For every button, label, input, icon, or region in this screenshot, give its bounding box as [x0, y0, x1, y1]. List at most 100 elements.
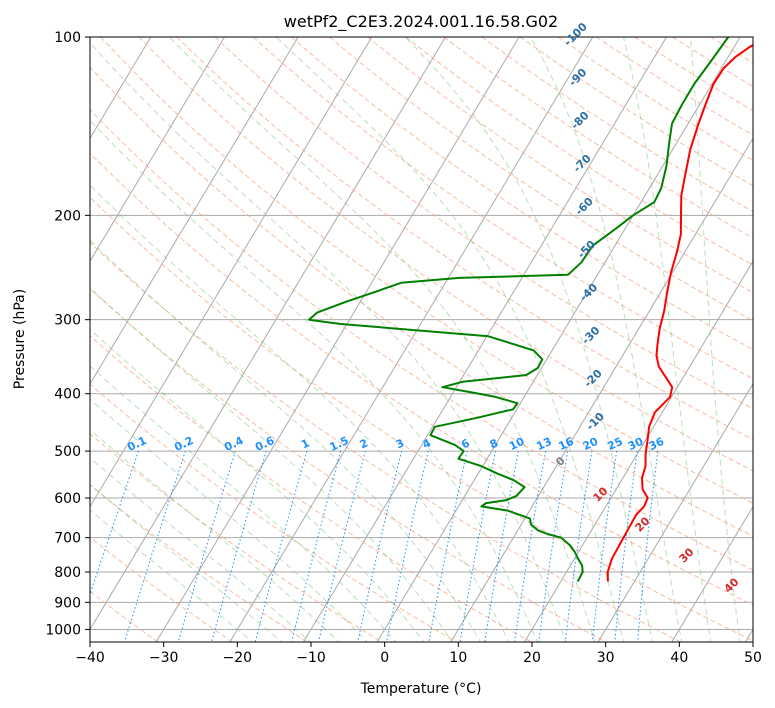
y-tick-label: 100: [54, 30, 81, 46]
dry-adiabat-line: [90, 536, 234, 642]
background-lines: [0, 37, 753, 644]
plot-frame: [89, 36, 754, 643]
mixing-ratio-line: [538, 451, 569, 642]
isotherm-line: [229, 37, 594, 642]
y-tick-label: 800: [54, 565, 81, 581]
mixing-ratio-line: [177, 450, 236, 642]
mixing-ratio-label: 20: [581, 435, 601, 453]
moist-adiabat-line: [690, 37, 741, 642]
mixing-ratio-label: 8: [488, 436, 500, 451]
moist-adiabat-line: [90, 184, 510, 642]
dry-adiabat-label: -60: [573, 195, 596, 218]
mixing-ratio-line: [357, 450, 402, 642]
mixing-ratio-line: [514, 451, 547, 642]
chart-title: wetPf2_C2E3.2024.001.16.58.G02: [284, 12, 558, 32]
dry-adiabat-line: [90, 590, 159, 642]
moist-adiabat-line: [622, 37, 712, 642]
mixing-ratio-line: [210, 450, 267, 642]
moist-adiabat-line: [90, 398, 368, 642]
mixing-ratio-line: [123, 450, 186, 642]
mixing-ratio-label: 2: [358, 436, 370, 451]
data-series: [308, 37, 753, 582]
moist-adiabat-line: [169, 37, 596, 642]
y-tick-label: 200: [54, 208, 81, 224]
isotherm-line: [303, 37, 667, 642]
isotherm-line: [450, 137, 753, 642]
dry-adiabat-label: -30: [579, 324, 602, 347]
mixing-ratio-line: [317, 450, 366, 642]
x-tick-label: −40: [75, 650, 105, 666]
x-tick-label: −30: [149, 650, 179, 666]
moist-adiabat-line: [90, 509, 254, 642]
dry-adiabat-label: -40: [577, 281, 600, 304]
x-tick-label: 50: [744, 650, 762, 666]
mixing-ratio-line: [484, 451, 519, 642]
mixing-ratio-line: [591, 451, 618, 642]
dry-adiabat-line: [329, 37, 753, 322]
moist-adiabat-label: 30: [677, 545, 697, 565]
moist-adiabat-line: [90, 428, 340, 642]
mixing-ratio-line: [386, 450, 429, 642]
isotherm-line: [0, 37, 3, 642]
mixing-ratio-label: 4: [421, 436, 434, 451]
y-axis-label: Pressure (hPa): [12, 289, 28, 389]
y-tick-label: 500: [54, 444, 81, 460]
dry-adiabat-line: [90, 66, 753, 537]
moist-adiabat-line: [90, 41, 567, 642]
moist-adiabat-line: [90, 328, 425, 642]
isotherm-line: [524, 260, 753, 642]
mixing-ratio-line: [90, 450, 139, 597]
dry-adiabat-line: [90, 152, 753, 606]
isotherm-line: [90, 37, 225, 263]
moist-adiabat-label: 0: [553, 454, 568, 469]
moist-adiabat-line: [404, 37, 654, 642]
y-tick-label: 900: [54, 595, 81, 611]
x-tick-label: −20: [223, 650, 253, 666]
moist-adiabat-line: [90, 287, 453, 642]
dry-adiabat-label: -70: [571, 152, 594, 175]
x-tick-label: 10: [449, 650, 467, 666]
isotherm-line: [376, 37, 741, 642]
y-tick-label: 1000: [45, 622, 81, 638]
mixing-ratio-line: [614, 451, 638, 642]
mixing-ratio-line: [564, 451, 593, 642]
mixing-ratio-label: 13: [534, 435, 553, 453]
x-tick-label: 40: [670, 650, 688, 666]
dry-adiabat-line: [90, 109, 753, 571]
dewpoint-series-line: [308, 37, 730, 582]
x-axis-label: Temperature (°C): [360, 681, 482, 697]
isotherm-line: [155, 37, 520, 642]
temperature-series-line: [606, 43, 753, 582]
mixing-ratio-label: 25: [605, 435, 624, 453]
isotherm-line: [597, 382, 753, 642]
y-tick-label: 600: [54, 491, 81, 507]
dry-adiabat-line: [90, 335, 533, 642]
moist-adiabat-line: [90, 119, 538, 642]
isotherm-line: [90, 37, 373, 508]
dry-adiabat-line: [90, 287, 608, 642]
dry-adiabat-line: [0, 37, 11, 644]
x-tick-label: 20: [523, 650, 541, 666]
y-tick-label: 400: [54, 387, 81, 403]
isotherm-line: [90, 37, 446, 631]
mixing-ratio-line: [637, 451, 659, 642]
mixing-ratio-label: 10: [507, 435, 527, 453]
x-tick-label: −10: [296, 650, 326, 666]
dry-adiabat-label: -50: [575, 238, 598, 261]
moist-adiabat-label: 10: [591, 484, 611, 504]
dry-adiabat-line: [138, 37, 753, 472]
dry-adiabat-line: [90, 433, 383, 642]
mixing-ratio-label: 36: [647, 435, 667, 453]
dry-adiabat-line: [90, 196, 753, 642]
dry-adiabat-line: [90, 383, 458, 642]
dry-adiabat-line: [367, 37, 753, 294]
moist-adiabat-line: [275, 37, 625, 642]
y-tick-label: 300: [54, 313, 81, 329]
dry-adiabat-line: [100, 37, 753, 504]
dry-adiabat-label: -20: [582, 367, 605, 390]
mixing-ratio-line: [428, 450, 468, 642]
dry-adiabat-label: -80: [568, 109, 591, 132]
mixing-ratio-label: 1: [299, 436, 311, 451]
dry-adiabat-line: [176, 37, 753, 441]
